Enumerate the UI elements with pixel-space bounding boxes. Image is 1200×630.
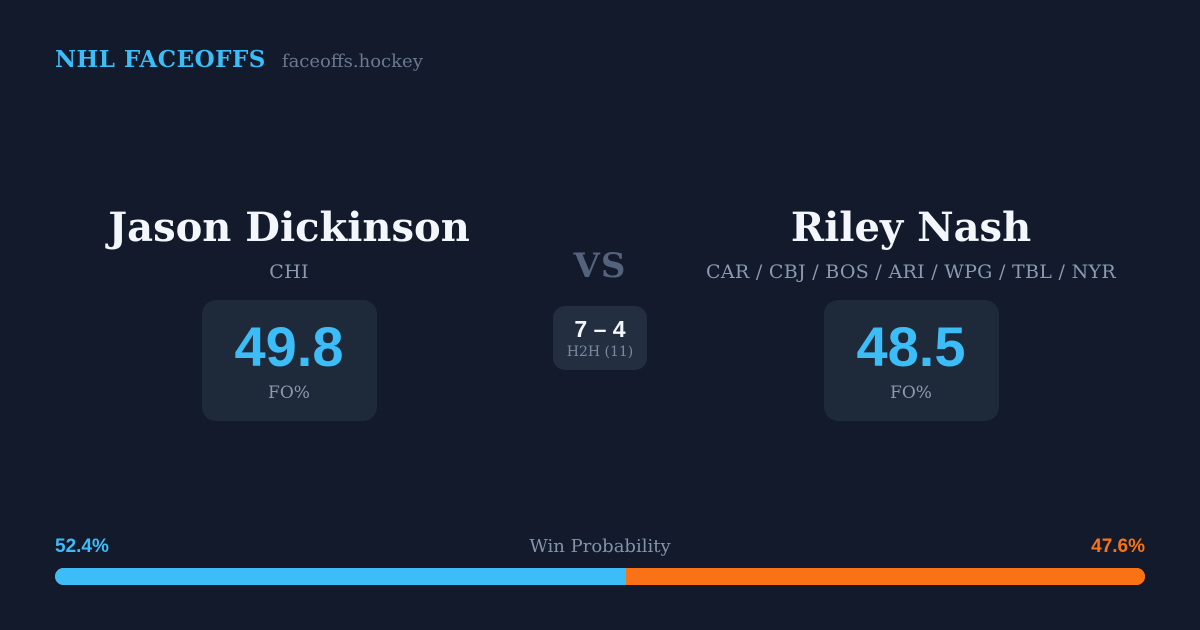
win-probability-section: 52.4% Win Probability 47.6%	[55, 536, 1145, 585]
center-column: VS 7 – 4 H2H (11)	[523, 205, 677, 421]
left-player-teams: CHI	[269, 261, 309, 283]
right-faceoff-stat-box: 48.5 FO%	[823, 300, 999, 421]
win-prob-left-segment	[55, 568, 627, 585]
right-faceoff-label: FO%	[890, 382, 932, 403]
right-player-teams: CAR / CBJ / BOS / ARI / WPG / TBL / NYR	[706, 261, 1116, 283]
left-faceoff-percentage: 49.8	[234, 314, 344, 378]
head-to-head-score: 7 – 4	[574, 315, 626, 342]
header: NHL FACEOFFS faceoffs.hockey	[55, 46, 423, 73]
head-to-head-box: 7 – 4 H2H (11)	[553, 306, 647, 371]
right-player-column: Riley Nash CAR / CBJ / BOS / ARI / WPG /…	[677, 205, 1145, 421]
win-probability-right-percentage: 47.6%	[1091, 536, 1145, 557]
win-probability-labels: 52.4% Win Probability 47.6%	[55, 536, 1145, 560]
win-probability-title: Win Probability	[529, 536, 671, 557]
left-player-column: Jason Dickinson CHI 49.8 FO%	[55, 205, 523, 421]
left-player-name: Jason Dickinson	[108, 204, 470, 251]
left-faceoff-label: FO%	[268, 382, 310, 403]
site-url: faceoffs.hockey	[281, 51, 423, 72]
left-faceoff-stat-box: 49.8 FO%	[201, 300, 377, 421]
brand-logo-text: NHL FACEOFFS	[55, 46, 266, 73]
head-to-head-label: H2H (11)	[566, 344, 634, 361]
right-faceoff-percentage: 48.5	[856, 314, 966, 378]
win-prob-right-segment	[626, 568, 1145, 585]
vs-label: VS	[573, 246, 627, 286]
right-player-name: Riley Nash	[790, 204, 1032, 251]
matchup-section: Jason Dickinson CHI 49.8 FO% VS 7 – 4 H2…	[55, 205, 1145, 421]
win-probability-left-percentage: 52.4%	[55, 536, 109, 557]
win-probability-bar	[55, 568, 1145, 585]
